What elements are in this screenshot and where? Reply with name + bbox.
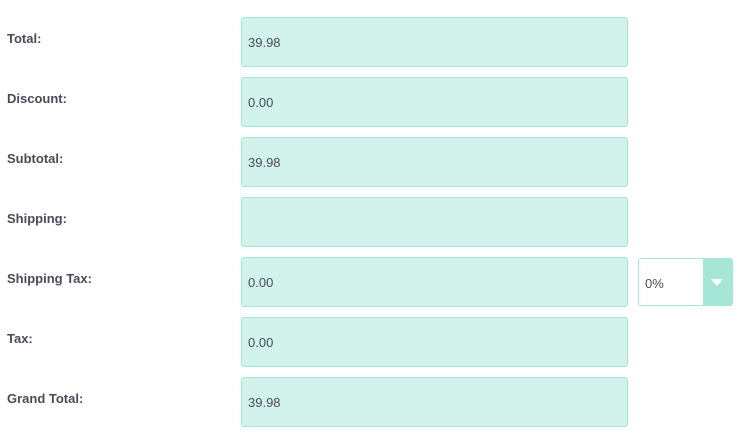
shipping-tax-row: Shipping Tax: 0% <box>0 257 748 309</box>
select-dropdown-button[interactable] <box>703 259 732 305</box>
tax-row: Tax: <box>0 317 748 369</box>
shipping-field[interactable] <box>241 197 628 247</box>
discount-field[interactable] <box>241 77 628 127</box>
tax-field[interactable] <box>241 317 628 367</box>
subtotal-field[interactable] <box>241 137 628 187</box>
discount-label: Discount: <box>7 91 67 106</box>
total-row: Total: <box>0 17 748 69</box>
grand-total-label: Grand Total: <box>7 391 84 406</box>
subtotal-label: Subtotal: <box>7 151 64 166</box>
shipping-label: Shipping: <box>7 211 67 226</box>
grand-total-field[interactable] <box>241 377 628 427</box>
discount-row: Discount: <box>0 77 748 129</box>
subtotal-row: Subtotal: <box>0 137 748 189</box>
shipping-tax-label: Shipping Tax: <box>7 271 92 286</box>
total-field[interactable] <box>241 17 628 67</box>
grand-total-row: Grand Total: <box>0 377 748 429</box>
shipping-tax-field[interactable] <box>241 257 628 307</box>
total-label: Total: <box>7 31 42 46</box>
tax-label: Tax: <box>7 331 33 346</box>
shipping-tax-rate-select[interactable]: 0% <box>638 258 733 306</box>
shipping-row: Shipping: <box>0 197 748 249</box>
chevron-down-icon <box>711 279 723 286</box>
shipping-tax-rate-value: 0% <box>645 276 664 291</box>
